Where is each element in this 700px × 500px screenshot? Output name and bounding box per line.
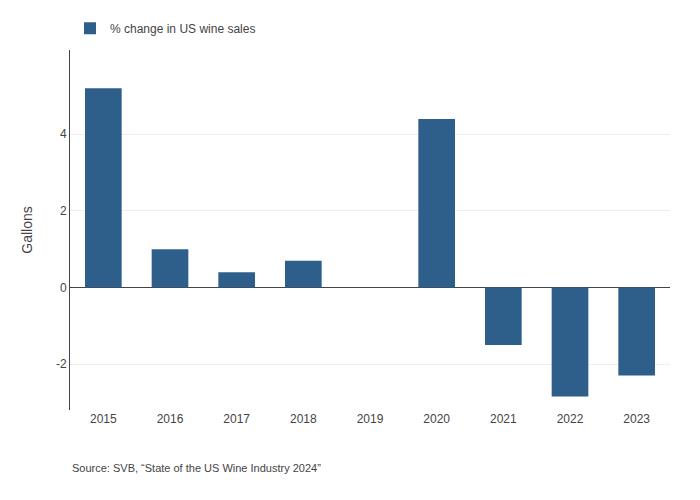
svg-text:2016: 2016 xyxy=(157,412,184,426)
svg-text:0: 0 xyxy=(60,281,67,295)
svg-text:2020: 2020 xyxy=(423,412,450,426)
svg-text:2017: 2017 xyxy=(223,412,250,426)
svg-text:% change in US wine sales: % change in US wine sales xyxy=(110,22,255,36)
svg-text:2: 2 xyxy=(60,204,67,218)
svg-text:Gallons: Gallons xyxy=(19,206,35,253)
svg-text:2015: 2015 xyxy=(90,412,117,426)
svg-text:-2: -2 xyxy=(56,357,67,371)
svg-text:2022: 2022 xyxy=(557,412,584,426)
svg-text:Source: SVB, “State of the US: Source: SVB, “State of the US Wine Indus… xyxy=(72,462,321,474)
svg-text:2021: 2021 xyxy=(490,412,517,426)
svg-text:4: 4 xyxy=(60,127,67,141)
svg-text:2018: 2018 xyxy=(290,412,317,426)
svg-text:2019: 2019 xyxy=(357,412,384,426)
svg-text:2023: 2023 xyxy=(623,412,650,426)
